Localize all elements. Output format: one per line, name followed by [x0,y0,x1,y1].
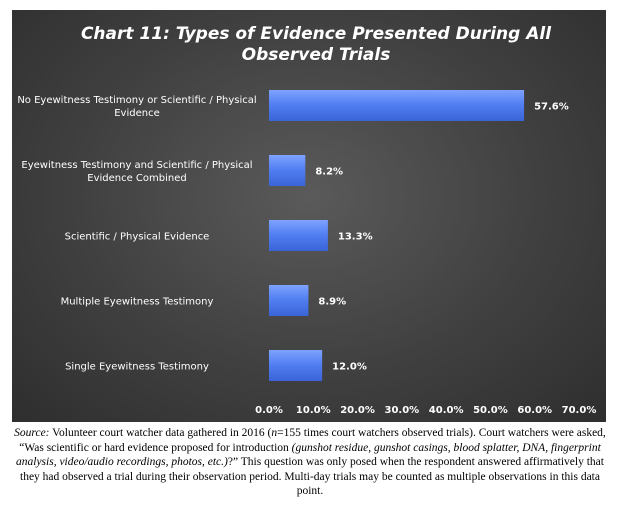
data-label-1: 8.2% [315,167,343,178]
caption-examples: (gunshot residue, gunshot casings, blood… [16,441,601,469]
chart-panel: Chart 11: Types of Evidence Presented Du… [12,10,606,422]
category-label-2-line-0: Scientific / Physical Evidence [65,232,210,243]
caption-text-c: ?” This question was only posed when the… [20,456,604,497]
bar-1 [269,155,306,186]
category-label-1: Eyewitness Testimony and Scientific / Ph… [21,160,252,184]
category-label-1-line-1: Evidence Combined [87,173,187,184]
category-label-4: Single Eyewitness Testimony [65,362,209,373]
x-tick-label-6: 60.0% [517,405,552,416]
caption-n: n [271,427,278,439]
source-caption: Source: Volunteer court watcher data gat… [8,426,612,499]
caption-text-a: Volunteer court watcher data gathered in… [49,427,272,439]
x-tick-label-5: 50.0% [473,405,508,416]
data-label-2: 13.3% [338,232,373,243]
bar-3 [269,285,309,316]
x-tick-label-3: 30.0% [385,405,420,416]
x-tick-label-2: 20.0% [340,405,375,416]
category-label-1-line-0: Eyewitness Testimony and Scientific / Ph… [21,160,252,171]
category-label-4-line-0: Single Eyewitness Testimony [65,362,209,373]
bar-0 [269,90,525,121]
x-tick-label-1: 10.0% [296,405,331,416]
caption-source-label: Source: [14,427,50,439]
category-label-3: Multiple Eyewitness Testimony [61,297,214,308]
caption-text-b: =155 times court watchers observed trial… [19,427,606,454]
x-tick-label-7: 70.0% [562,405,597,416]
data-label-4: 12.0% [332,362,367,373]
x-tick-label-0: 0.0% [255,405,283,416]
category-label-3-line-0: Multiple Eyewitness Testimony [61,297,214,308]
bar-2 [269,220,328,251]
category-label-0: No Eyewitness Testimony or Scientific / … [17,95,256,119]
data-label-0: 57.6% [534,102,569,113]
x-tick-label-4: 40.0% [429,405,464,416]
category-label-0-line-0: No Eyewitness Testimony or Scientific / … [17,95,256,106]
chart-title-line-2: Observed Trials [242,45,391,65]
chart-title-line-1: Chart 11: Types of Evidence Presented Du… [81,24,552,44]
data-label-3: 8.9% [318,297,346,308]
category-label-0-line-1: Evidence [114,108,160,119]
bar-chart: Chart 11: Types of Evidence Presented Du… [17,24,597,416]
category-label-2: Scientific / Physical Evidence [65,232,210,243]
bar-4 [269,350,323,381]
